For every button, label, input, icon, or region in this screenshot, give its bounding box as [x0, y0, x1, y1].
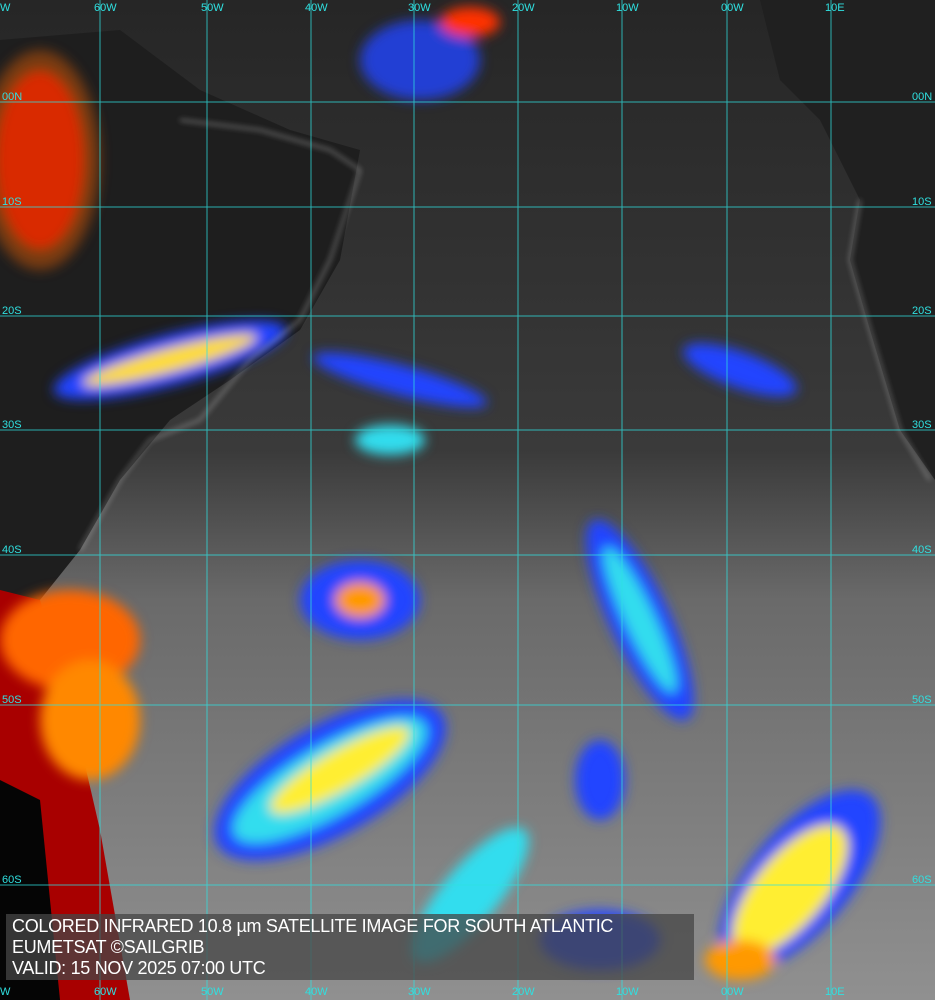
latitude-label: 10S: [912, 196, 932, 208]
caption-title: COLORED INFRARED 10.8 µm SATELLITE IMAGE…: [12, 916, 614, 936]
latitude-label: 40S: [2, 544, 22, 556]
caption-source: EUMETSAT ©SAILGRIB: [12, 937, 205, 957]
longitude-label: 00W: [721, 2, 744, 14]
latitude-label: 30S: [2, 419, 22, 431]
longitude-label: 40W: [305, 2, 328, 14]
longitude-label: 50W: [201, 986, 224, 998]
longitude-label: 30W: [408, 986, 431, 998]
latitude-label: 60S: [2, 874, 22, 886]
latitude-label: 30S: [912, 419, 932, 431]
coastlines: [79, 119, 931, 551]
latitude-label: 00N: [2, 91, 22, 103]
longitude-label: 10E: [825, 2, 845, 14]
longitude-label: 50W: [201, 2, 224, 14]
latitude-label: 50S: [912, 694, 932, 706]
longitude-label: 20W: [512, 986, 535, 998]
longitude-label: W: [0, 2, 11, 14]
latitude-label: 50S: [2, 694, 22, 706]
longitude-label: 60W: [94, 986, 117, 998]
caption-valid-time: VALID: 15 NOV 2025 07:00 UTC: [12, 958, 266, 978]
latitude-label: 20S: [912, 305, 932, 317]
latitude-label: 60S: [912, 874, 932, 886]
longitude-label: W: [0, 986, 11, 998]
latitude-label: 20S: [2, 305, 22, 317]
longitude-label: 60W: [94, 2, 117, 14]
longitude-label: 20W: [512, 2, 535, 14]
longitude-label: 00W: [721, 986, 744, 998]
latitude-label: 10S: [2, 196, 22, 208]
latitude-label: 00N: [912, 91, 932, 103]
longitude-label: 40W: [305, 986, 328, 998]
latitude-label: 40S: [912, 544, 932, 556]
longitude-label: 10E: [825, 986, 845, 998]
africa-land: [760, 0, 935, 480]
longitude-label: 10W: [616, 986, 639, 998]
longitude-label: 10W: [616, 2, 639, 14]
image-caption: COLORED INFRARED 10.8 µm SATELLITE IMAGE…: [6, 914, 694, 980]
longitude-label: 30W: [408, 2, 431, 14]
